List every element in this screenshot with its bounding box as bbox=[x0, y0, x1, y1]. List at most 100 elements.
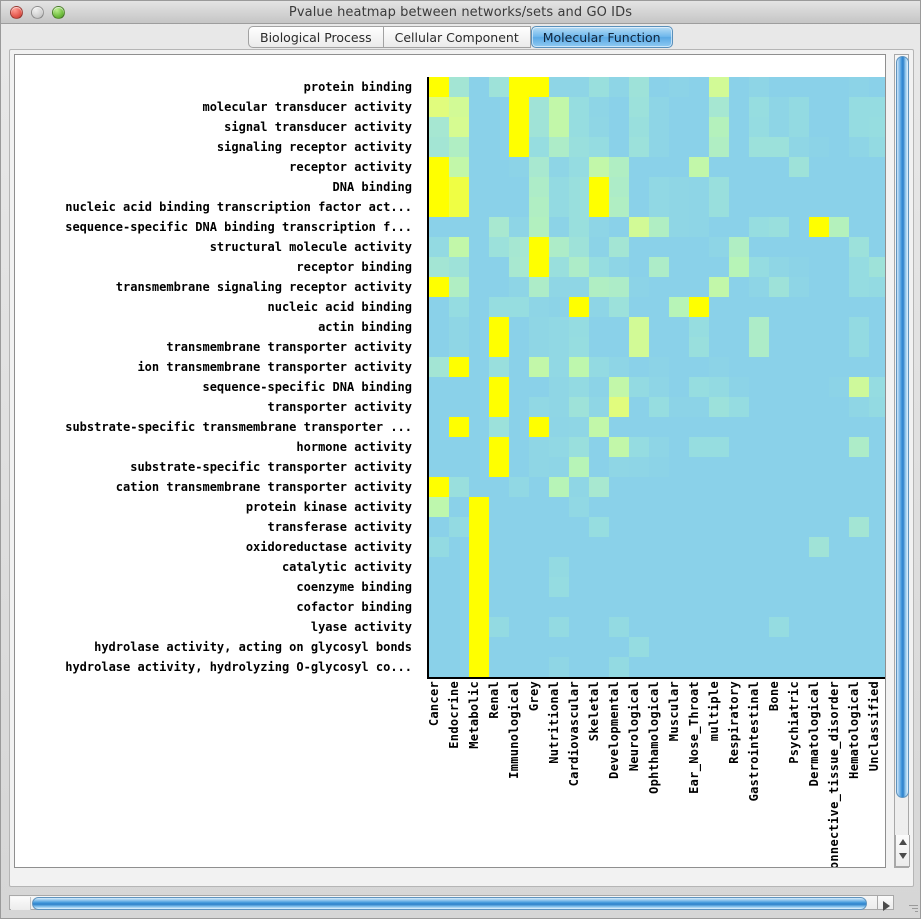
heatmap-cell[interactable] bbox=[789, 397, 809, 417]
heatmap-cell[interactable] bbox=[629, 217, 649, 237]
heatmap-cell[interactable] bbox=[669, 417, 689, 437]
heatmap-cell[interactable] bbox=[549, 577, 569, 597]
heatmap-cell[interactable] bbox=[549, 377, 569, 397]
heatmap-cell[interactable] bbox=[749, 637, 769, 657]
heatmap-cell[interactable] bbox=[529, 217, 549, 237]
heatmap-cell[interactable] bbox=[749, 257, 769, 277]
heatmap-cell[interactable] bbox=[829, 457, 849, 477]
heatmap-cell[interactable] bbox=[809, 277, 829, 297]
heatmap-cell[interactable] bbox=[469, 577, 489, 597]
heatmap-cell[interactable] bbox=[649, 317, 669, 337]
heatmap-cell[interactable] bbox=[849, 637, 869, 657]
heatmap-cell[interactable] bbox=[649, 177, 669, 197]
heatmap-cell[interactable] bbox=[689, 177, 709, 197]
heatmap-cell[interactable] bbox=[429, 597, 449, 617]
heatmap-cell[interactable] bbox=[569, 337, 589, 357]
heatmap-cell[interactable] bbox=[429, 637, 449, 657]
heatmap-cell[interactable] bbox=[609, 397, 629, 417]
heatmap-cell[interactable] bbox=[849, 557, 869, 577]
heatmap-cell[interactable] bbox=[809, 517, 829, 537]
heatmap-cell[interactable] bbox=[449, 97, 469, 117]
heatmap-cell[interactable] bbox=[669, 377, 689, 397]
heatmap-cell[interactable] bbox=[729, 497, 749, 517]
heatmap-cell[interactable] bbox=[589, 497, 609, 517]
heatmap-cell[interactable] bbox=[849, 157, 869, 177]
heatmap-cell[interactable] bbox=[809, 577, 829, 597]
heatmap-cell[interactable] bbox=[769, 117, 789, 137]
heatmap-cell[interactable] bbox=[729, 357, 749, 377]
heatmap-cell[interactable] bbox=[589, 557, 609, 577]
heatmap-cell[interactable] bbox=[649, 417, 669, 437]
heatmap-cell[interactable] bbox=[589, 317, 609, 337]
heatmap-cell[interactable] bbox=[689, 117, 709, 137]
heatmap-cell[interactable] bbox=[849, 577, 869, 597]
heatmap-cell[interactable] bbox=[829, 517, 849, 537]
heatmap-cell[interactable] bbox=[669, 237, 689, 257]
heatmap-cell[interactable] bbox=[769, 477, 789, 497]
heatmap-cell[interactable] bbox=[769, 557, 789, 577]
heatmap-cell[interactable] bbox=[509, 657, 529, 677]
heatmap-cell[interactable] bbox=[469, 177, 489, 197]
heatmap-cell[interactable] bbox=[549, 437, 569, 457]
heatmap-cell[interactable] bbox=[609, 297, 629, 317]
heatmap-cell[interactable] bbox=[629, 337, 649, 357]
heatmap-cell[interactable] bbox=[749, 377, 769, 397]
heatmap-cell[interactable] bbox=[849, 517, 869, 537]
heatmap-cell[interactable] bbox=[669, 397, 689, 417]
heatmap-cell[interactable] bbox=[649, 337, 669, 357]
heatmap-cell[interactable] bbox=[849, 197, 869, 217]
heatmap-cell[interactable] bbox=[609, 557, 629, 577]
heatmap-cell[interactable] bbox=[849, 237, 869, 257]
heatmap-cell[interactable] bbox=[509, 157, 529, 177]
heatmap-cell[interactable] bbox=[849, 417, 869, 437]
heatmap-cell[interactable] bbox=[489, 257, 509, 277]
heatmap-cell[interactable] bbox=[549, 637, 569, 657]
heatmap-cell[interactable] bbox=[729, 137, 749, 157]
heatmap-cell[interactable] bbox=[769, 497, 789, 517]
heatmap-cell[interactable] bbox=[689, 97, 709, 117]
heatmap-cell[interactable] bbox=[669, 577, 689, 597]
heatmap-cell[interactable] bbox=[489, 197, 509, 217]
heatmap-cell[interactable] bbox=[509, 137, 529, 157]
heatmap-cell[interactable] bbox=[829, 437, 849, 457]
heatmap-cell[interactable] bbox=[489, 617, 509, 637]
heatmap-cell[interactable] bbox=[429, 157, 449, 177]
heatmap-cell[interactable] bbox=[829, 337, 849, 357]
heatmap-cell[interactable] bbox=[469, 297, 489, 317]
heatmap-cell[interactable] bbox=[869, 457, 885, 477]
heatmap-cell[interactable] bbox=[609, 357, 629, 377]
heatmap-cell[interactable] bbox=[709, 597, 729, 617]
heatmap-cell[interactable] bbox=[809, 377, 829, 397]
heatmap-cell[interactable] bbox=[489, 597, 509, 617]
heatmap-cell[interactable] bbox=[829, 137, 849, 157]
heatmap-cell[interactable] bbox=[449, 177, 469, 197]
heatmap-cell[interactable] bbox=[849, 257, 869, 277]
heatmap-cell[interactable] bbox=[849, 497, 869, 517]
heatmap-cell[interactable] bbox=[789, 77, 809, 97]
heatmap-cell[interactable] bbox=[649, 77, 669, 97]
heatmap-cell[interactable] bbox=[669, 177, 689, 197]
heatmap-cell[interactable] bbox=[749, 577, 769, 597]
heatmap-cell[interactable] bbox=[549, 157, 569, 177]
heatmap-cell[interactable] bbox=[629, 637, 649, 657]
heatmap-cell[interactable] bbox=[609, 197, 629, 217]
heatmap-cell[interactable] bbox=[849, 137, 869, 157]
heatmap-cell[interactable] bbox=[729, 517, 749, 537]
heatmap-cell[interactable] bbox=[569, 297, 589, 317]
heatmap-cell[interactable] bbox=[689, 497, 709, 517]
heatmap-cell[interactable] bbox=[529, 337, 549, 357]
heatmap-cell[interactable] bbox=[549, 417, 569, 437]
heatmap-cell[interactable] bbox=[649, 477, 669, 497]
heatmap-cell[interactable] bbox=[589, 577, 609, 597]
heatmap-cell[interactable] bbox=[589, 337, 609, 357]
heatmap-cell[interactable] bbox=[589, 177, 609, 197]
heatmap-cell[interactable] bbox=[689, 637, 709, 657]
heatmap-cell[interactable] bbox=[529, 177, 549, 197]
heatmap-cell[interactable] bbox=[529, 397, 549, 417]
heatmap-cell[interactable] bbox=[849, 97, 869, 117]
heatmap-cell[interactable] bbox=[629, 497, 649, 517]
heatmap-cell[interactable] bbox=[709, 277, 729, 297]
heatmap-cell[interactable] bbox=[689, 657, 709, 677]
heatmap-cell[interactable] bbox=[649, 657, 669, 677]
heatmap-cell[interactable] bbox=[829, 177, 849, 197]
